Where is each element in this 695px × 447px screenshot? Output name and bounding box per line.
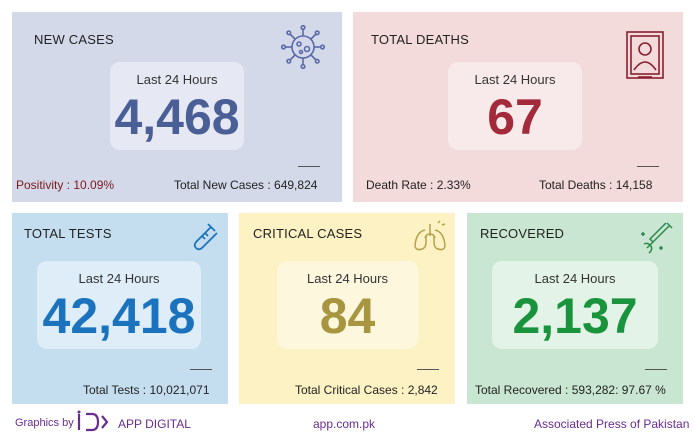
new-cases-title: NEW CASES [34,32,114,47]
footer-website-link[interactable]: app.com.pk [313,417,376,431]
total-deaths-count: Total Deaths : 14,158 [539,178,653,192]
recovered-highlight: Last 24 Hours 2,137 [492,261,658,349]
new-cases-card: NEW CASES Last 24 Hours 4,468 Positivity… [12,12,342,202]
critical-cases-period-label: Last 24 Hours [307,271,388,286]
positivity-rate: Positivity : 10.09% [16,178,115,192]
footer-brand: APP DIGITAL [118,417,191,431]
total-tests-title: TOTAL TESTS [24,226,112,241]
total-recovered: Total Recovered : 593,282: 97.67 % [475,383,666,397]
total-deaths-highlight: Last 24 Hours 67 [448,62,582,150]
recovered-card: RECOVERED Last 24 Hours 2,137 Total Reco… [467,213,683,404]
critical-cases-value: 84 [319,288,376,344]
virus-icon [280,24,326,70]
total-deaths-title: TOTAL DEATHS [371,32,469,47]
death-rate: Death Rate : 2.33% [366,178,471,192]
total-tests-rule [190,369,212,370]
lungs-icon [414,220,446,251]
total-tests-card: TOTAL TESTS Last 24 Hours 42,418 Total T… [12,213,228,404]
new-cases-value: 4,468 [114,89,240,145]
total-deaths-card: TOTAL DEATHS Last 24 Hours 67 Death Rate… [353,12,683,202]
graphics-by-label: Graphics by [15,417,74,429]
total-deaths-value: 67 [487,89,543,145]
recovered-period-label: Last 24 Hours [534,271,616,286]
footer-bar: Graphics by APP DIGITAL app.com.pk Assoc… [0,406,695,447]
total-tests-count: Total Tests : 10,021,071 [83,383,210,397]
footer-agency: Associated Press of Pakistan [534,417,690,431]
recovered-value: 2,137 [512,288,638,344]
new-cases-highlight: Last 24 Hours 4,468 [110,62,244,150]
total-deaths-rule [637,166,659,167]
critical-cases-title: CRITICAL CASES [253,226,363,241]
new-cases-period-label: Last 24 Hours [136,72,218,87]
critical-cases-highlight: Last 24 Hours 84 [277,261,418,349]
total-tests-highlight: Last 24 Hours 42,418 [37,261,201,349]
critical-cases-rule [417,369,439,370]
recovered-rule [645,369,667,370]
critical-cases-card: CRITICAL CASES Last 24 Hours 84 Total Cr… [239,213,455,404]
recovered-title: RECOVERED [480,226,565,241]
total-critical-cases: Total Critical Cases : 2,842 [295,383,438,397]
portrait-frame-icon [626,31,664,79]
app-digital-logo-icon [77,410,109,432]
test-tube-icon [193,223,218,251]
new-cases-rule [298,166,320,167]
total-tests-period-label: Last 24 Hours [78,271,160,286]
total-deaths-period-label: Last 24 Hours [474,72,556,87]
syringe-hand-icon [641,222,673,254]
total-tests-value: 42,418 [42,288,196,344]
total-new-cases: Total New Cases : 649,824 [174,178,318,192]
